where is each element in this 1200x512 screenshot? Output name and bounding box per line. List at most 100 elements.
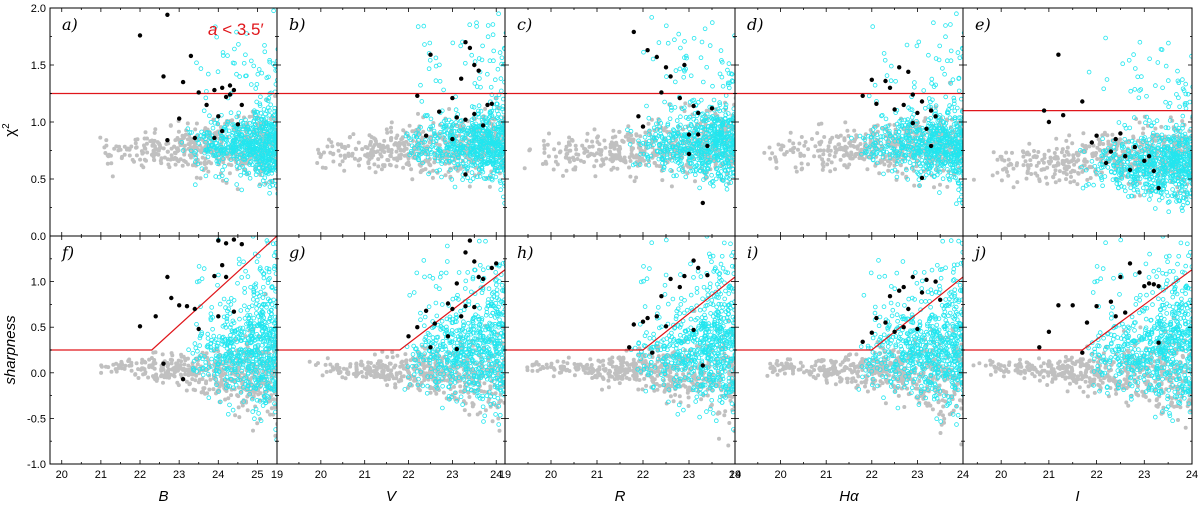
point-gray bbox=[410, 177, 415, 182]
point-gray bbox=[833, 167, 837, 172]
point-gray bbox=[351, 132, 356, 137]
point-gray bbox=[317, 151, 321, 156]
point-cyan bbox=[966, 134, 970, 138]
point-gray bbox=[279, 129, 283, 133]
point-cyan bbox=[506, 152, 510, 156]
point-gray bbox=[873, 163, 878, 168]
point-cyan bbox=[728, 180, 734, 185]
point-cyan bbox=[728, 171, 734, 176]
point-gray bbox=[827, 153, 832, 157]
point-black bbox=[204, 102, 209, 108]
point-cyan bbox=[646, 162, 652, 168]
point-gray bbox=[509, 166, 513, 170]
point-cyan bbox=[507, 42, 511, 46]
point-gray bbox=[280, 150, 284, 154]
point-cyan bbox=[265, 105, 271, 110]
point-black bbox=[423, 133, 429, 138]
point-cyan bbox=[689, 123, 694, 128]
point-gray bbox=[185, 121, 190, 126]
point-cyan bbox=[968, 187, 972, 191]
point-cyan bbox=[917, 183, 922, 188]
point-cyan bbox=[643, 141, 649, 147]
point-gray bbox=[280, 139, 284, 143]
point-gray bbox=[542, 146, 547, 151]
point-black bbox=[428, 52, 433, 57]
point-gray bbox=[964, 158, 968, 162]
point-cyan bbox=[961, 30, 963, 35]
point-cyan bbox=[657, 127, 663, 133]
point-cyan bbox=[484, 71, 490, 77]
point-cyan bbox=[259, 124, 265, 130]
panels-layer: a) b) c) d) e)f) g) h) i) j) bbox=[50, 8, 1192, 448]
point-cyan bbox=[897, 118, 902, 124]
point-gray bbox=[114, 144, 119, 149]
point-cyan bbox=[196, 141, 202, 146]
point-cyan bbox=[695, 128, 701, 133]
point-cyan bbox=[267, 59, 273, 65]
point-cyan bbox=[450, 40, 456, 46]
point-gray bbox=[156, 148, 161, 153]
point-cyan bbox=[664, 147, 670, 152]
point-cyan bbox=[709, 124, 714, 130]
point-cyan bbox=[485, 147, 491, 153]
point-cyan bbox=[468, 178, 473, 184]
point-gray bbox=[389, 138, 393, 143]
point-gray bbox=[622, 155, 627, 160]
point-cyan bbox=[737, 54, 741, 58]
point-cyan bbox=[483, 115, 488, 121]
point-cyan bbox=[925, 146, 931, 151]
point-cyan bbox=[965, 140, 969, 144]
point-cyan bbox=[462, 60, 468, 66]
point-black bbox=[231, 87, 237, 93]
point-gray bbox=[127, 153, 132, 158]
point-cyan bbox=[736, 144, 740, 148]
point-cyan bbox=[742, 134, 746, 138]
point-gray bbox=[574, 147, 579, 152]
point-cyan bbox=[927, 166, 933, 171]
point-cyan bbox=[220, 50, 226, 55]
point-cyan bbox=[258, 110, 264, 116]
point-cyan bbox=[721, 141, 726, 147]
point-gray bbox=[167, 165, 172, 170]
point-cyan bbox=[266, 142, 272, 147]
point-cyan bbox=[277, 125, 281, 129]
point-black bbox=[223, 94, 229, 100]
point-gray bbox=[611, 165, 616, 170]
point-cyan bbox=[961, 128, 963, 134]
point-gray bbox=[458, 123, 463, 128]
point-gray bbox=[608, 142, 613, 147]
point-gray bbox=[965, 137, 969, 141]
point-cyan bbox=[230, 60, 236, 66]
point-black bbox=[480, 123, 486, 128]
point-cyan bbox=[278, 135, 282, 139]
point-cyan bbox=[947, 115, 953, 120]
point-cyan bbox=[970, 164, 974, 168]
point-cyan bbox=[922, 145, 927, 151]
point-gray bbox=[173, 155, 177, 160]
point-cyan bbox=[278, 114, 282, 118]
point-gray bbox=[567, 156, 572, 161]
point-gray bbox=[852, 128, 857, 133]
point-cyan bbox=[930, 121, 935, 127]
point-gray bbox=[186, 142, 191, 147]
point-gray bbox=[364, 145, 369, 150]
point-gray bbox=[175, 146, 180, 151]
point-gray bbox=[611, 128, 616, 133]
point-cyan bbox=[498, 76, 504, 81]
point-cyan bbox=[510, 184, 514, 188]
point-cyan bbox=[641, 49, 646, 55]
point-gray bbox=[278, 165, 282, 169]
point-gray bbox=[506, 142, 510, 146]
point-gray bbox=[638, 134, 643, 139]
point-cyan bbox=[253, 112, 258, 118]
point-gray bbox=[629, 151, 634, 156]
point-cyan bbox=[719, 74, 725, 80]
point-cyan bbox=[687, 141, 692, 146]
point-cyan bbox=[255, 115, 260, 121]
point-gray bbox=[194, 121, 199, 126]
point-cyan bbox=[959, 194, 963, 200]
point-cyan bbox=[724, 187, 730, 192]
point-cyan bbox=[965, 94, 969, 98]
point-gray bbox=[762, 150, 767, 155]
point-cyan bbox=[420, 160, 425, 166]
